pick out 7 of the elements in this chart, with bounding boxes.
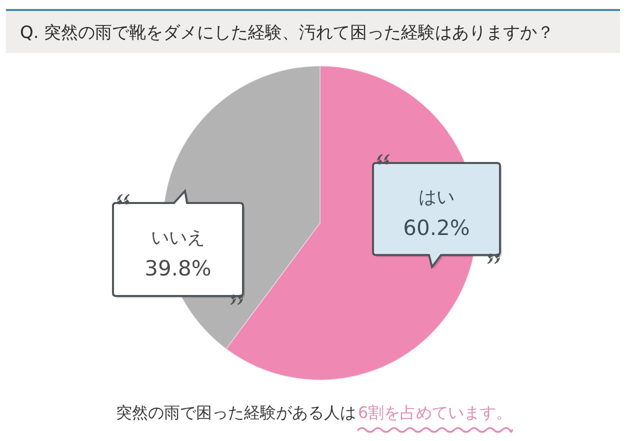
slice-label: いいえ xyxy=(151,228,205,248)
text: 突然の雨で困った経験がある人は xyxy=(116,403,356,422)
chart-title: Q. 突然の雨で靴をダメにした経験、汚れて困った経験はありますか？ xyxy=(20,23,554,43)
slice-label: はい xyxy=(418,187,454,208)
text: 6割を占めています。 xyxy=(358,403,512,422)
data-label: 60.2% xyxy=(403,216,470,240)
data-label: 39.8% xyxy=(144,256,212,280)
